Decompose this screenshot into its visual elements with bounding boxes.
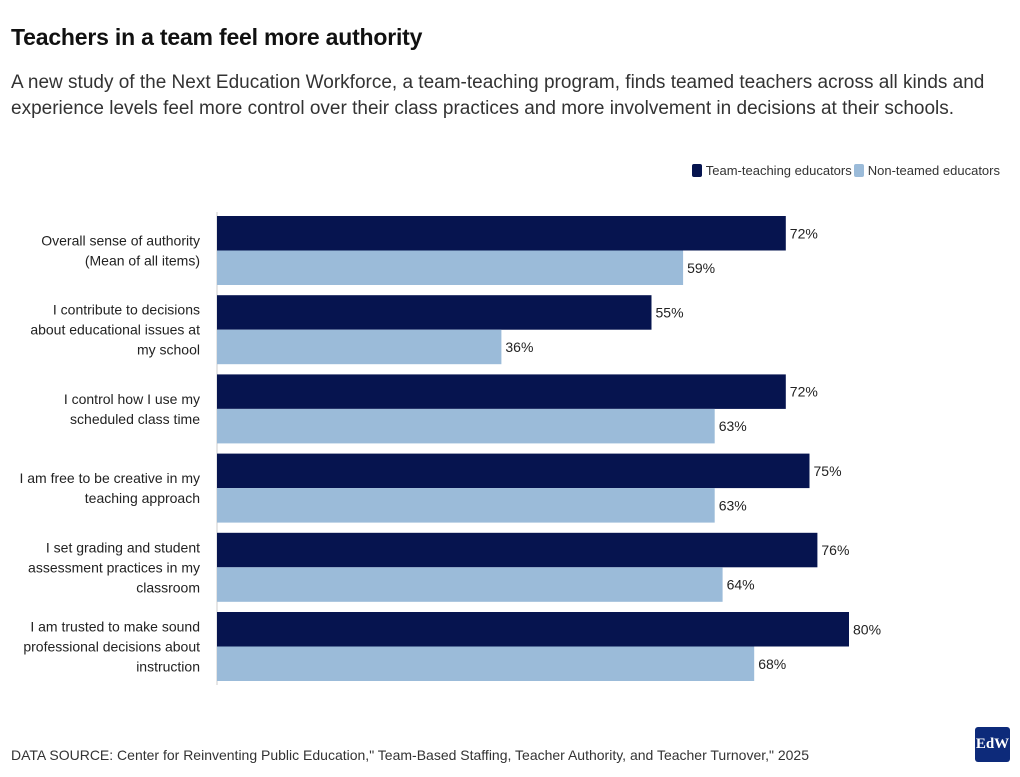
category-label-2-line-0: I control how I use my [64,391,200,407]
category-label-1-line-1: about educational issues at [30,322,200,338]
bar-nonteam-5 [217,646,755,681]
category-label-4-line-2: classroom [136,579,200,595]
legend-item-nonteam: Non-teamed educators [853,163,1000,178]
category-label-4-line-1: assessment practices in my [28,559,200,575]
bar-nonteam-0 [217,250,684,285]
category-label-0-line-1: (Mean of all items) [85,253,200,269]
category-label-0-line-0: Overall sense of authority [41,233,200,249]
data-label-team-4: 76% [821,542,849,558]
bar-nonteam-1 [217,329,502,365]
legend-item-team: Team-teaching educators [691,163,852,178]
data-label-team-5: 80% [853,621,881,637]
bar-team-1 [217,295,652,330]
category-label-1-line-0: I contribute to decisions [53,302,200,318]
bar-nonteam-2 [217,408,715,444]
legend-label-team: Team-teaching educators [705,163,852,178]
category-label-3-line-0: I am free to be creative in my [19,470,200,486]
bar-team-4 [217,532,818,568]
category-label-4-line-0: I set grading and student [46,539,200,555]
data-label-nonteam-1: 36% [505,339,533,355]
data-label-nonteam-3: 63% [719,497,747,513]
data-source-note: DATA SOURCE: Center for Reinventing Publ… [11,747,810,763]
legend-swatch-nonteam [853,164,864,177]
chart-title: Teachers in a team feel more authority [11,24,423,50]
category-label-5-line-1: professional decisions about [23,639,200,655]
data-label-nonteam-4: 64% [727,577,755,593]
data-label-nonteam-5: 68% [758,656,786,672]
data-label-nonteam-0: 59% [687,260,715,276]
data-label-team-2: 72% [790,384,818,400]
data-label-nonteam-2: 63% [719,418,747,434]
bar-nonteam-3 [217,488,715,523]
bar-team-0 [217,216,786,251]
data-label-team-1: 55% [656,304,684,320]
category-label-3-line-1: teaching approach [85,490,200,506]
data-label-team-0: 72% [790,225,818,241]
bar-team-2 [217,374,786,409]
category-label-5-line-2: instruction [136,659,200,675]
data-label-team-3: 75% [814,463,842,479]
chart-subtitle: A new study of the Next Education Workfo… [11,72,985,119]
category-label-2-line-1: scheduled class time [70,411,200,427]
bar-team-3 [217,453,810,489]
legend-label-nonteam: Non-teamed educators [867,163,1000,178]
legend: Team-teaching educators Non-teamed educa… [690,163,1000,178]
category-label-1-line-2: my school [137,342,200,358]
edweek-logo[interactable]: EdW [975,727,1010,762]
bar-team-5 [217,612,849,647]
legend-swatch-team [691,164,702,177]
bar-nonteam-4 [217,567,723,602]
category-label-5-line-0: I am trusted to make sound [30,619,200,635]
